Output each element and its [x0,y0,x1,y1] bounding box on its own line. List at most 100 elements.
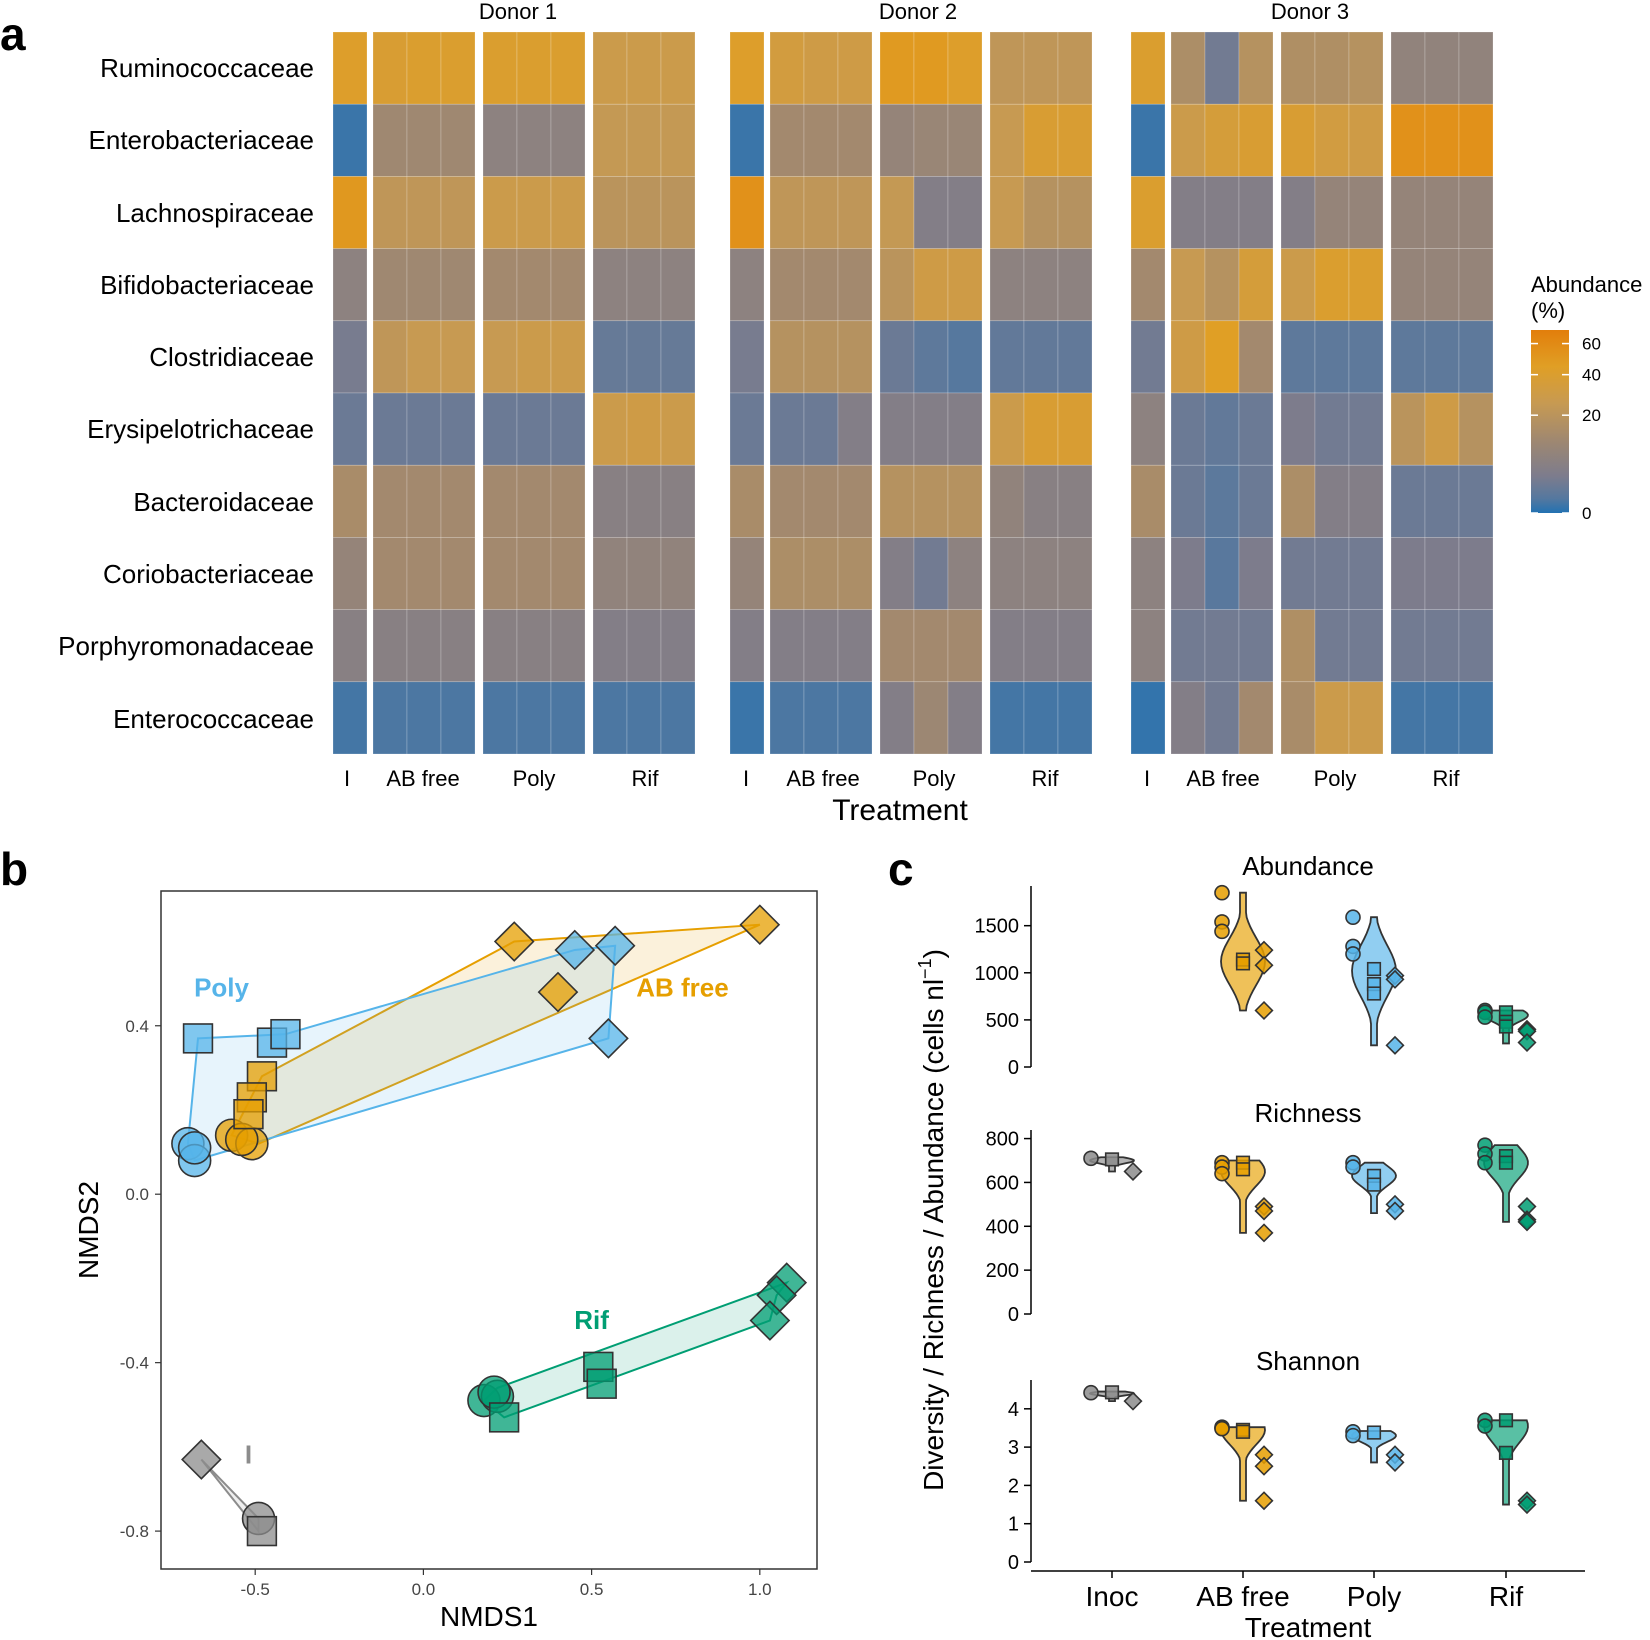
violin-x-axis: Inoc AB free Poly Rif [1031,1570,1585,1612]
nmds-panel: -0.5 0.0 0.5 1.0 -0.8 -0.4 0.0 0.4 I AB free Po… [73,890,818,1632]
heatmap-cell [1204,176,1240,249]
heatmap-cell [1057,320,1093,394]
heatmap-cell [660,681,696,755]
heatmap-cell [879,464,915,538]
heatmap-donor-titles: Donor 1 Donor 2 Donor 3 [479,0,1349,24]
heatmap-cell [332,537,368,610]
nmds-y-tick-label: 0.0 [125,1185,149,1204]
heatmap-cell [406,248,442,322]
heatmap-cell [592,320,628,394]
heatmap-cell [1238,248,1274,322]
heatmap-cell [516,537,552,610]
heatmap-cell [626,320,662,394]
legend-tick-label: 0 [1582,504,1591,523]
heatmap-cell [372,31,408,105]
nmds-point [182,1023,214,1054]
heatmap-cell [1130,320,1166,394]
donor-title-2: Donor 2 [879,0,957,24]
heatmap-cell [626,537,662,610]
heatmap-cell [1348,537,1384,610]
heatmap-cell [1314,320,1350,394]
heatmap-cell [729,248,765,322]
heatmap-cell [550,248,586,322]
heatmap-cell [989,103,1025,177]
heatmap-cell [837,31,873,105]
heatmap-cell [406,176,442,249]
heatmap-cell [660,609,696,683]
heatmap-donor-block [729,31,1093,755]
violin-facets: Abundance 0 500 1000 1500 Richness 0 200 400 600 8… [975,851,1537,1574]
nmds-point [749,1300,791,1341]
heatmap-cell [1390,681,1426,755]
family-label: Bacteroidaceae [133,487,314,517]
heatmap-cell [516,320,552,394]
facet-y-tick-label: 1500 [975,916,1020,938]
heatmap-cell [1280,320,1316,394]
heatmap-cell [1170,176,1206,249]
violin-point [1214,884,1230,901]
heatmap-cell [440,31,476,105]
violin-point [1345,946,1361,962]
heatmap-cell [1238,609,1274,683]
nmds-y-tick-label: -0.4 [120,1354,149,1373]
heatmap-cell [1390,248,1426,322]
facet-y-tick-label: 500 [986,1010,1019,1032]
heatmap-cell [332,320,368,394]
violin-facet: Richness 0 200 400 600 800 [986,1098,1537,1326]
heatmap-cell [947,103,983,177]
heatmap-cell [837,320,873,394]
heatmap-cell [1023,320,1059,394]
heatmap-cell [1023,103,1059,177]
violin-point [1104,1385,1120,1400]
heatmap-cell [516,392,552,466]
heatmap-cell [516,176,552,249]
heatmap-donor-block [1130,31,1494,755]
heatmap-cell [913,176,949,249]
heatmap-cell [1130,392,1166,466]
facet-y-tick-label: 600 [986,1172,1019,1194]
heatmap-cell [947,31,983,105]
violin-point [1517,1495,1537,1515]
heatmap-cell [440,248,476,322]
nmds-point [586,1368,617,1399]
violin-point [1345,1427,1361,1444]
heatmap-cell [440,681,476,755]
heatmap-cell [729,320,765,394]
heatmap-cell [729,103,765,177]
heatmap-cell [440,537,476,610]
heatmap-cell [879,103,915,177]
heatmap-cell [1348,176,1384,249]
heatmap-cell [550,537,586,610]
heatmap-cell [837,609,873,683]
heatmap-cell [332,31,368,105]
heatmap-cell [913,320,949,394]
heatmap-cell [660,176,696,249]
heatmap-cell [592,464,628,538]
heatmap-cell [1424,248,1460,322]
group-label-ab-free: AB free [386,766,459,791]
violin-facet: Shannon 0 1 2 3 4 [1008,1346,1537,1574]
heatmap-cell [660,248,696,322]
heatmap-cell [332,681,368,755]
heatmap-cell [660,103,696,177]
heatmap-cell [626,392,662,466]
heatmap-cell [1390,31,1426,105]
heatmap-cell [803,176,839,249]
heatmap-cell [1424,176,1460,249]
heatmap-cell [879,681,915,755]
group-label-i: I [743,766,749,791]
heatmap-cell [406,31,442,105]
heatmap-cell [372,103,408,177]
heatmap-legend: Abundance (%) 0 20 40 60 [1531,272,1642,523]
heatmap-cell [989,248,1025,322]
panel-letter-a: a [0,8,26,60]
heatmap-cell [769,392,805,466]
heatmap-cell [550,464,586,538]
heatmap-cell [879,320,915,394]
heatmap-cell [372,609,408,683]
heatmap-cell [769,248,805,322]
group-label-ab-free: AB free [1186,766,1259,791]
facet-y-tick-label: 0 [1008,1552,1019,1574]
violin-x-axis-title: Treatment [1245,1612,1372,1640]
